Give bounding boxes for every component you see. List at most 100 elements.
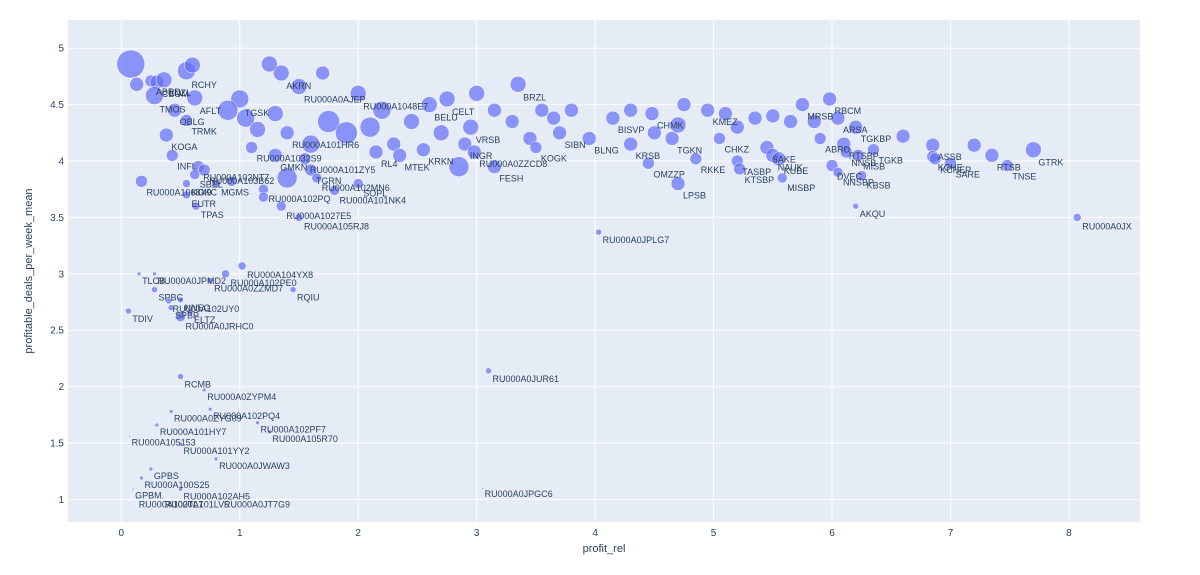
data-point — [197, 163, 211, 177]
data-point — [159, 127, 174, 143]
data-point — [186, 308, 194, 316]
data-point — [148, 466, 154, 472]
data-point — [136, 271, 142, 277]
point-label: ELTZ — [194, 315, 216, 325]
point-label: RU000A105R70 — [272, 434, 338, 444]
data-point — [184, 56, 201, 74]
point-label: RU000A102PF7 — [261, 425, 327, 435]
data-point — [771, 151, 786, 167]
x-tick-label: 3 — [474, 528, 480, 539]
data-point — [245, 141, 258, 154]
data-point — [298, 152, 312, 166]
data-point — [329, 185, 340, 196]
data-point — [564, 102, 579, 118]
data-point — [966, 137, 982, 153]
point-label: RU000A0JWAW3 — [219, 461, 290, 471]
data-point — [552, 125, 567, 141]
point-label: RU000A101NK4 — [340, 195, 407, 205]
point-label: TGKB — [878, 156, 903, 166]
point-label: NNSBP — [843, 177, 874, 187]
point-label: RU000A1068X9 — [146, 187, 211, 197]
data-point — [267, 105, 284, 122]
point-label: RU000A101LV5 — [165, 499, 229, 509]
data-point — [135, 175, 148, 188]
y-tick-label: 1.5 — [50, 439, 64, 450]
point-label: CBOM — [162, 89, 189, 99]
y-tick-label: 3 — [58, 269, 64, 280]
data-point — [851, 149, 865, 162]
point-label: TNSE — [1012, 172, 1036, 182]
data-point — [167, 102, 182, 118]
point-label: RU000A102UY0 — [173, 304, 240, 314]
data-point — [895, 128, 911, 144]
point-label: EUTR — [191, 199, 216, 209]
point-label: KBSB — [867, 181, 891, 191]
y-tick-label: 5 — [58, 44, 64, 55]
point-label: RQIU — [297, 293, 320, 303]
data-point — [928, 152, 942, 166]
point-label: GMKN — [280, 162, 307, 172]
point-label: RU000A102PE0 — [231, 278, 297, 288]
point-label: RKKE — [701, 165, 726, 175]
point-label: TPAS — [201, 210, 224, 220]
y-axis-title: profitable_deals_per_week_mean — [23, 188, 35, 353]
point-label: RU000A104YX8 — [247, 270, 313, 280]
data-point — [237, 261, 247, 271]
point-label: RU000A105153 — [132, 437, 196, 447]
point-label: RU000A0JRHC0 — [186, 322, 254, 332]
data-point — [178, 441, 183, 447]
data-point — [438, 90, 456, 108]
point-label: SBEL — [200, 180, 223, 190]
data-point — [368, 144, 384, 160]
data-point — [139, 475, 144, 481]
point-label: KGKC — [191, 188, 217, 198]
data-point — [713, 132, 726, 145]
point-label: RU000A0JPLG7 — [603, 235, 670, 245]
data-point — [226, 176, 237, 187]
data-point — [867, 143, 880, 156]
data-point — [175, 311, 186, 322]
point-label: AKRN — [286, 81, 311, 91]
point-label: GPBM — [135, 490, 162, 500]
data-point — [487, 159, 502, 174]
x-tick-label: 2 — [355, 528, 361, 539]
point-label: SAKE — [772, 154, 796, 164]
point-label: RU000A0JX — [1082, 221, 1132, 231]
point-label: CELT — [452, 107, 475, 117]
data-point — [151, 286, 158, 293]
data-point — [201, 387, 207, 393]
data-point — [165, 149, 179, 162]
y-tick-label: 2 — [58, 382, 64, 393]
data-point — [289, 286, 297, 293]
point-label: TRMK — [191, 126, 217, 136]
data-point — [848, 119, 863, 135]
point-label: SARE — [955, 169, 980, 179]
data-point — [211, 179, 221, 188]
point-label: RU000A102AH5 — [184, 491, 251, 501]
data-point — [623, 102, 638, 118]
data-labels: ABRDCBOMLNZLTMOSRCHYOBLGAFLTTRMKKOGAINFL… — [132, 80, 1132, 510]
data-point — [261, 55, 278, 73]
point-label: RU000A100S25 — [144, 480, 209, 490]
data-point — [807, 114, 822, 129]
data-point — [457, 136, 473, 152]
point-label: ARSA — [843, 125, 868, 135]
x-tick-label: 8 — [1066, 528, 1072, 539]
data-point — [730, 119, 745, 135]
data-point — [335, 121, 358, 145]
point-label: INGR — [470, 151, 493, 161]
point-label: KCHE — [938, 162, 963, 172]
data-point — [352, 178, 364, 189]
data-point — [168, 409, 174, 414]
data-point — [221, 269, 230, 279]
data-point — [186, 89, 203, 107]
point-label: RU000A1027E5 — [286, 211, 351, 221]
point-label: RU000A102TL7 — [139, 499, 204, 509]
data-point — [189, 169, 200, 180]
point-label: RU000A102PQ4 — [213, 411, 280, 421]
data-point — [487, 102, 502, 118]
data-point — [131, 488, 135, 491]
point-label: MISB — [863, 161, 885, 171]
data-point — [795, 97, 810, 112]
